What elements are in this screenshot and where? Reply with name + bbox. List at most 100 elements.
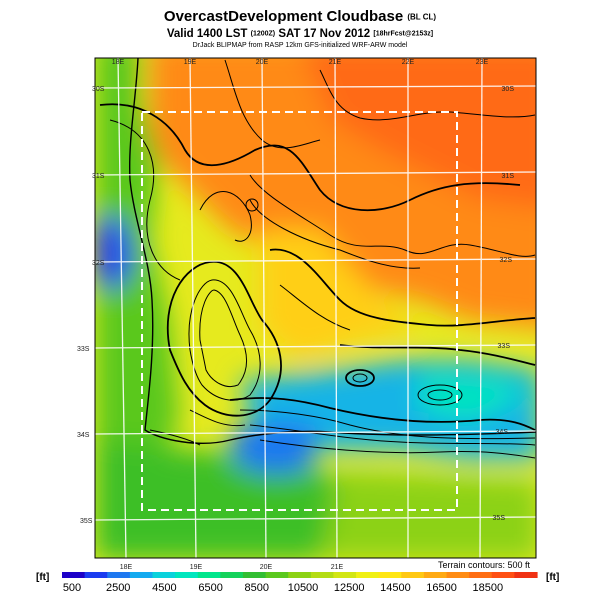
lat-label: 30S — [502, 86, 515, 93]
lat-labels-right: 30S 31S 32S 33S 34S 35S — [493, 86, 515, 522]
colorbar-swatch — [333, 572, 357, 578]
lat-label: 32S — [500, 257, 513, 264]
model-credit: DrJack BLIPMAP from RASP 12km GFS-initia… — [192, 42, 408, 49]
colorbar-swatch — [378, 572, 402, 578]
contour-line — [259, 439, 536, 459]
colorbar-swatch — [514, 572, 538, 578]
contour-line — [245, 198, 259, 212]
lon-label: 18E — [120, 564, 133, 571]
region-blue-northwest — [95, 215, 135, 290]
contour-line — [339, 344, 536, 366]
terrain-contour-note: Terrain contours: 500 ft — [438, 560, 531, 570]
contour-line — [199, 191, 252, 242]
lat-label: 35S — [80, 518, 93, 525]
colorbar-unit-left: [ft] — [36, 572, 50, 583]
lat-label: 30S — [92, 86, 105, 93]
colorbar-tick-label: 4500 — [152, 582, 176, 594]
colorbar-swatch — [265, 572, 289, 578]
colorbar-tick-label: 500 — [63, 582, 81, 594]
lat-label: 33S — [77, 346, 90, 353]
colorbar-tick-label: 12500 — [334, 582, 365, 594]
colorbar-swatch — [107, 572, 131, 578]
title-suffix: (BL CL) — [407, 12, 437, 22]
contour-line — [427, 389, 453, 401]
region-deep-orange-northeast — [306, 58, 536, 207]
contour-line — [345, 369, 375, 387]
valid-label: Valid 1400 LST — [166, 28, 248, 40]
colorbar-tick-label: 10500 — [288, 582, 319, 594]
lat-label: 33S — [498, 343, 511, 350]
contour-line — [199, 289, 247, 387]
colorbar-unit-right: [ft] — [546, 572, 560, 583]
contour-line — [224, 59, 321, 149]
contour-line — [109, 119, 181, 281]
colorbar-swatch — [423, 572, 448, 578]
colorbar-swatch — [175, 572, 199, 578]
lon-label: 18E — [112, 59, 125, 66]
lat-label: 31S — [92, 173, 105, 180]
colorbar-labels: 500 2500 4500 6500 8500 10500 12500 14500 16500 1… — [63, 582, 503, 594]
colorbar-swatch — [446, 572, 470, 578]
lon-label: 20E — [256, 59, 269, 66]
lon-label: 21E — [331, 564, 344, 571]
lon-label: 20E — [260, 564, 273, 571]
colorbar-swatch — [469, 572, 493, 578]
colorbar — [62, 572, 538, 578]
colorbar-tick-label: 14500 — [380, 582, 411, 594]
region-yellow-central — [260, 230, 420, 360]
forecast-tag: [18hrFcst@2153z] — [373, 30, 434, 38]
contour-line — [188, 279, 261, 401]
contour-line — [99, 103, 521, 212]
contour-line — [352, 373, 368, 383]
valid-code: (1200Z) — [250, 30, 276, 38]
chart-title: OvercastDevelopment Cloudbase (BL CL) — [0, 8, 600, 25]
lat-labels-left: 30S 31S 32S 33S 34S 35S — [77, 86, 105, 525]
colorbar-swatch — [62, 572, 86, 578]
lon-label: 19E — [190, 564, 203, 571]
region-blue-core — [230, 420, 320, 475]
lon-labels-top: 18E 19E 20E 21E 22E 23E — [112, 59, 489, 66]
contour-line — [166, 261, 282, 417]
colorbar-tick-label: 2500 — [106, 582, 130, 594]
valid-time-line: Valid 1400 LST (1200Z) SAT 17 Nov 2012 [… — [0, 28, 600, 40]
title-main: OvercastDevelopment Cloudbase — [163, 8, 404, 25]
colorbar-swatch — [84, 572, 108, 578]
lon-label: 23E — [476, 59, 489, 66]
valid-date: SAT 17 Nov 2012 — [278, 28, 371, 40]
colorbar-swatch — [220, 572, 244, 578]
colorbar-swatch — [242, 572, 267, 578]
lat-lon-grid — [94, 57, 537, 559]
contour-line — [269, 248, 536, 327]
colorbar-swatch — [356, 572, 380, 578]
inner-domain-boundary — [141, 111, 458, 511]
lon-label: 22E — [402, 59, 415, 66]
contour-line — [417, 384, 463, 406]
lon-label: 19E — [184, 59, 197, 66]
colorbar-tick-label: 16500 — [426, 582, 457, 594]
lon-label: 21E — [329, 59, 342, 66]
lat-label: 34S — [77, 432, 90, 439]
contour-line — [279, 284, 351, 331]
contour-line — [249, 199, 421, 269]
coastline — [128, 58, 536, 444]
colorbar-swatch — [129, 572, 154, 578]
colorbar-tick-label: 8500 — [245, 582, 269, 594]
colorbar-swatch — [491, 572, 515, 578]
region-teal-east — [420, 375, 530, 420]
colorbar-swatch — [310, 572, 335, 578]
lat-label: 34S — [496, 429, 509, 436]
colorbar-swatch — [401, 572, 425, 578]
lon-labels-bottom: 18E 19E 20E 21E — [120, 564, 344, 571]
colorbar-tick-label: 6500 — [198, 582, 222, 594]
contour-line — [239, 409, 536, 440]
map-frame — [94, 57, 537, 559]
contour-line — [249, 174, 536, 257]
lat-label: 31S — [502, 173, 515, 180]
colorbar-tick-label: 18500 — [473, 582, 504, 594]
cloudbase-field — [95, 58, 536, 558]
contour-line — [229, 397, 536, 431]
lat-label: 32S — [92, 260, 105, 267]
colorbar-swatch — [197, 572, 221, 578]
region-lightgreen-south — [320, 470, 536, 558]
